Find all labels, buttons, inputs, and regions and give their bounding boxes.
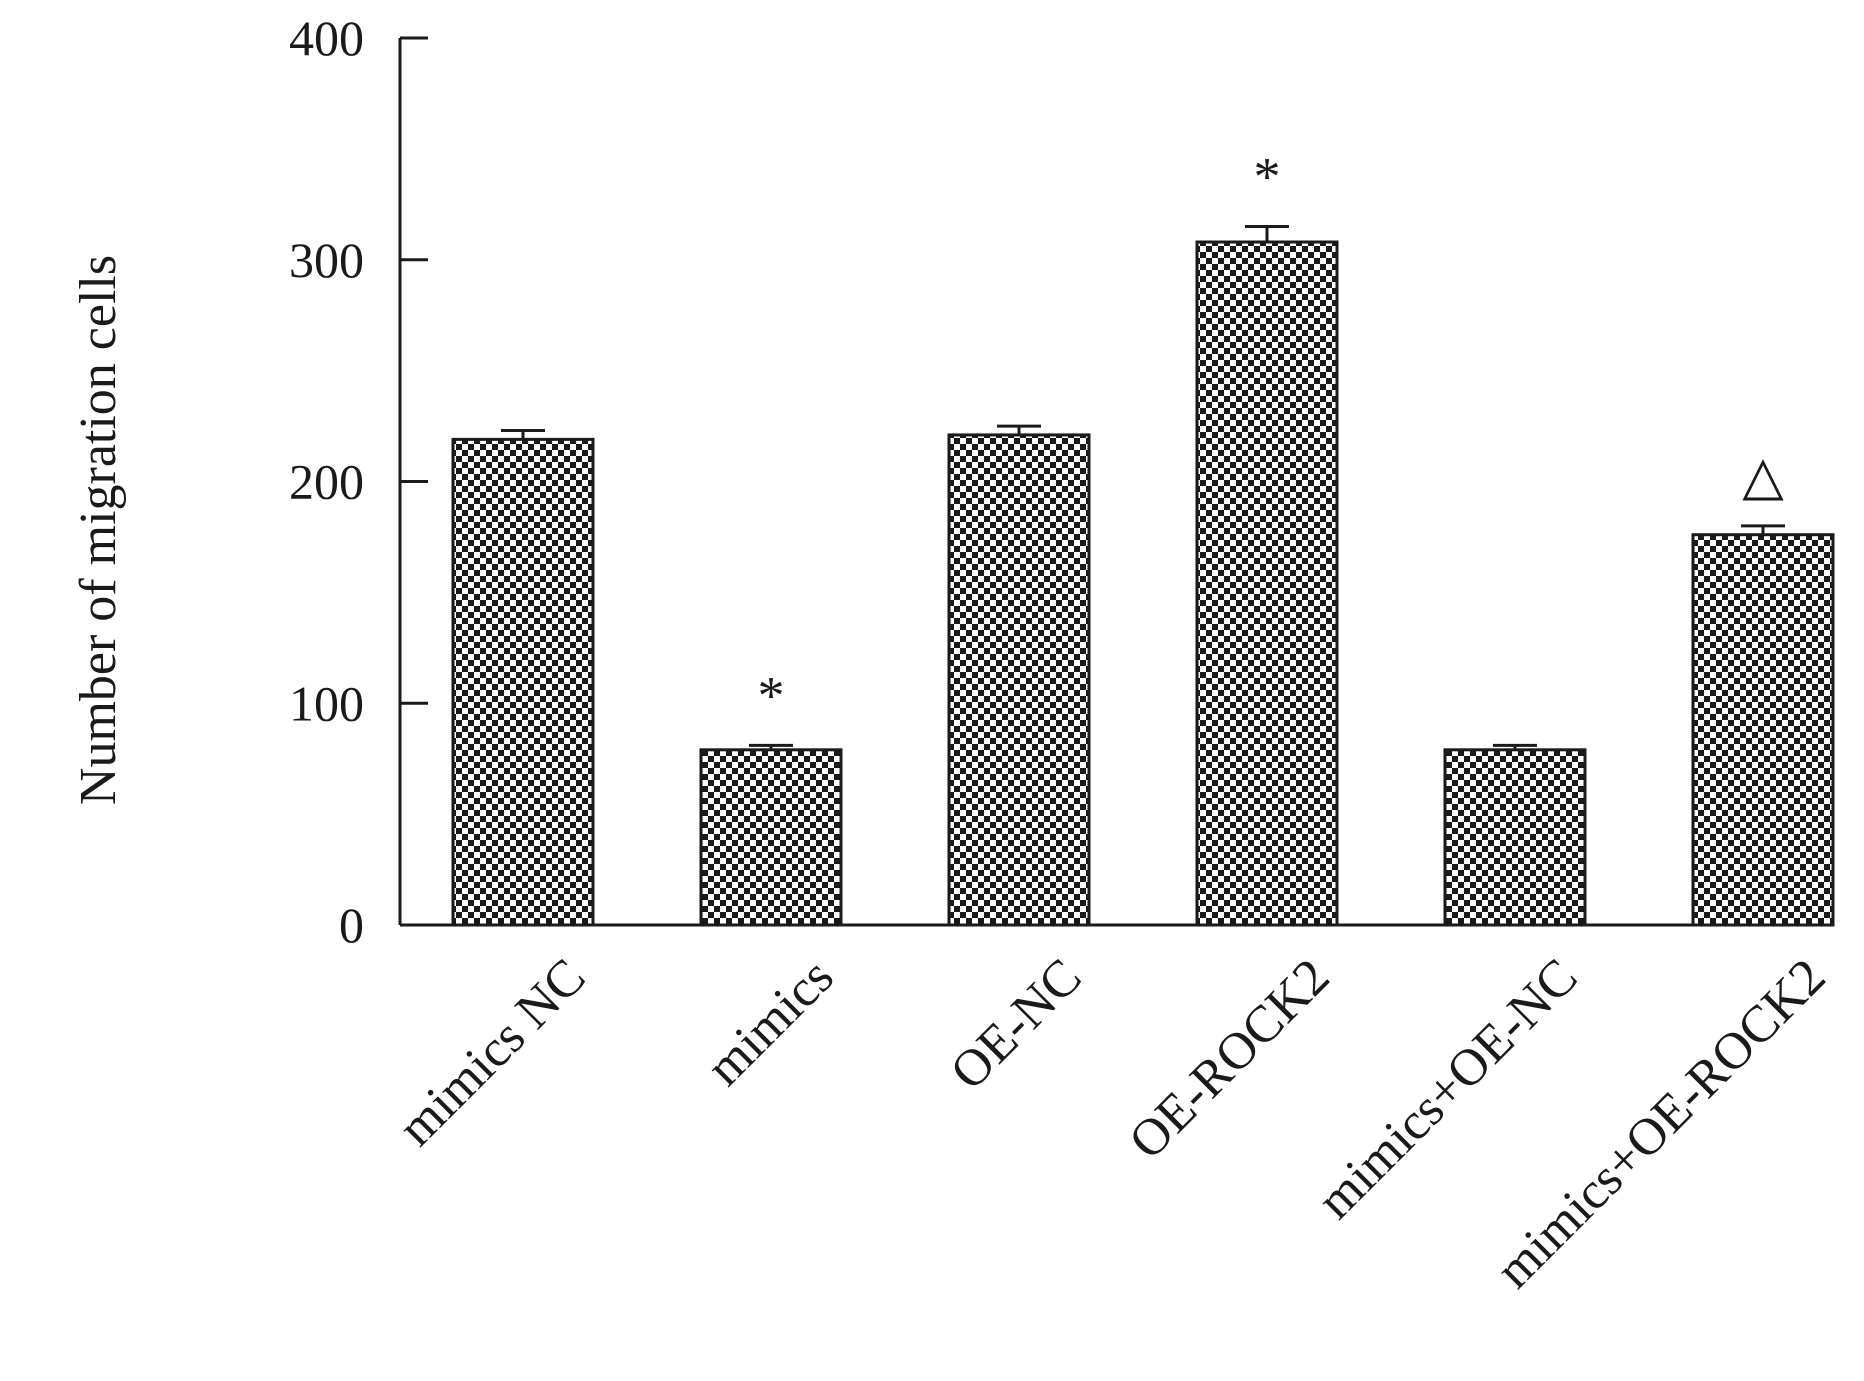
x-tick-label: OE-NC [940, 948, 1093, 1101]
y-axis-title: Number of migration cells [70, 255, 127, 805]
y-axis: 0 100 200 300 400 [289, 10, 428, 953]
x-tick-label: mimics+OE-NC [1307, 948, 1589, 1230]
significance-marker: △ [1742, 446, 1784, 506]
significance-marker: * [1254, 146, 1281, 206]
x-tick-label: OE-ROCK2 [1118, 948, 1340, 1170]
significance-marker: * [758, 665, 785, 725]
x-tick-label: mimics NC [388, 948, 597, 1157]
x-axis: mimics NC mimics OE-NC OE-ROCK2mimics+OE-NC… [388, 923, 1836, 1299]
bar [1195, 240, 1339, 927]
bar [947, 433, 1091, 927]
y-tick-label: 300 [289, 232, 364, 288]
x-tick-label: mimics [696, 948, 845, 1097]
bar [1691, 533, 1835, 927]
bars: * * △ [451, 146, 1835, 927]
y-tick-label: 100 [289, 675, 364, 731]
y-tick-label: 0 [339, 897, 364, 953]
bar [699, 748, 843, 927]
bar [1443, 748, 1587, 927]
y-tick-label: 200 [289, 454, 364, 510]
bar [451, 437, 595, 927]
y-tick-label: 400 [289, 10, 364, 66]
